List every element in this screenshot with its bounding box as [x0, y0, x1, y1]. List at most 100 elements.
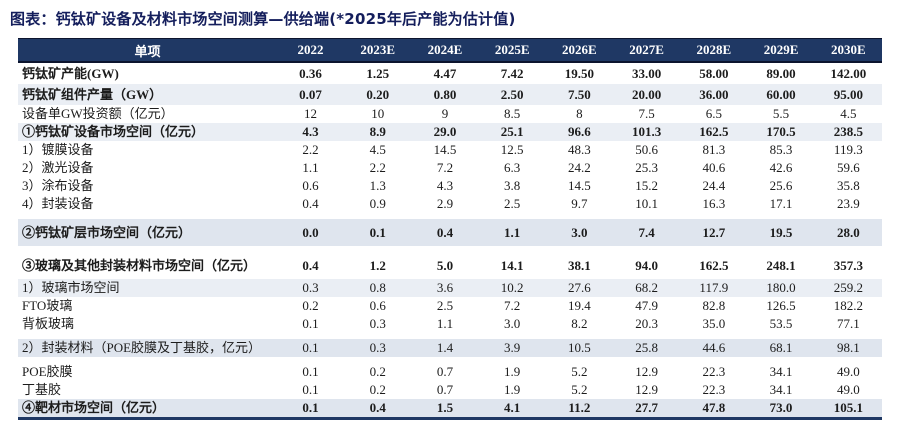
header-cell-year: 2026E [545, 38, 613, 63]
value-cell: 0.4 [344, 399, 412, 419]
value-cell: 1.5 [411, 399, 479, 419]
value-cell: 2.50 [478, 84, 546, 105]
value-cell: 10 [371, 106, 385, 122]
value-cell: 5.5 [772, 106, 790, 122]
value-cell: 16.3 [702, 196, 726, 212]
value-cell: 73.0 [747, 399, 815, 419]
spacer-row [18, 246, 882, 252]
value-cell: 357.3 [833, 257, 863, 273]
value-cell: 0.1 [302, 382, 319, 398]
header-cell-year: 2030E [814, 38, 882, 63]
value-cell: 162.5 [680, 123, 748, 141]
value-cell: 0.7 [436, 382, 454, 398]
value-cell: 0.3 [344, 339, 412, 357]
row-label: 1）镀膜设备 [22, 142, 94, 158]
value-cell: 162.5 [699, 257, 729, 273]
value-cell: 0.1 [276, 399, 345, 419]
value-cell: 5.2 [571, 364, 588, 380]
table-row: 2）激光设备 1.1 2.2 7.2 6.3 24.2 25.3 40.6 42.6 59.6 [18, 159, 882, 177]
value-cell: 82.8 [702, 298, 726, 314]
value-cell: 0.36 [299, 65, 322, 81]
value-cell: 19.4 [568, 298, 591, 314]
value-cell: 23.9 [836, 196, 860, 212]
value-cell: 28.0 [814, 219, 882, 246]
value-cell: 0.1 [276, 339, 345, 357]
value-cell: 19.50 [564, 65, 594, 81]
value-cell: 14.1 [500, 257, 524, 273]
value-cell: 170.5 [747, 123, 815, 141]
value-cell: 0.1 [302, 316, 319, 332]
value-cell: 1.9 [504, 382, 521, 398]
table-row: 1）玻璃市场空间 0.3 0.8 3.6 10.2 27.6 68.2 117.9 180.0 2… [18, 279, 882, 297]
value-cell: 10.1 [635, 196, 658, 212]
value-cell: 182.2 [833, 298, 863, 314]
value-cell: 248.1 [766, 257, 796, 273]
table-row: ②钙钛矿层市场空间（亿元） 0.0 0.1 0.4 1.1 3.0 7.4 12.7 19.5 2… [18, 219, 882, 246]
table-row: 3）涂布设备 0.6 1.3 4.3 3.8 14.5 15.2 24.4 25.6 35.8 [18, 177, 882, 195]
value-cell: 20.00 [612, 84, 681, 105]
page-title: 图表：钙钛矿设备及材料市场空间测算—供给端(*2025年后产能为估计值) [10, 10, 516, 28]
row-label: 1）玻璃市场空间 [18, 279, 277, 297]
value-cell: 14.5 [568, 178, 591, 194]
row-label: ②钙钛矿层市场空间（亿元） [18, 219, 277, 246]
value-cell: 238.5 [814, 123, 882, 141]
value-cell: 12.9 [635, 382, 658, 398]
value-cell: 77.1 [836, 316, 860, 332]
value-cell: 81.3 [702, 142, 726, 158]
value-cell: 8.2 [571, 316, 588, 332]
row-label: 2）封装材料（POE胶膜及丁基胶，亿元） [18, 339, 277, 357]
table-row: 钙钛矿产能(GW) 0.36 1.25 4.47 7.42 19.50 33.00 58.00… [18, 62, 882, 84]
header-cell-year: 2024E [411, 38, 479, 63]
row-label: ③玻璃及其他封装材料市场空间（亿元） [22, 257, 257, 273]
value-cell: 0.07 [276, 84, 345, 105]
value-cell: 8 [576, 106, 583, 122]
value-cell: 3.0 [504, 316, 521, 332]
value-cell: 20.3 [635, 316, 658, 332]
value-cell: 12.7 [680, 219, 748, 246]
row-label: 设备单GW投资额（亿元） [22, 106, 174, 122]
header-cell-year: 2022 [276, 38, 345, 63]
value-cell: 7.50 [545, 84, 613, 105]
value-cell: 85.3 [769, 142, 793, 158]
value-cell: 44.6 [680, 339, 748, 357]
value-cell: 5.0 [436, 257, 454, 273]
value-cell: 105.1 [814, 399, 882, 419]
value-cell: 180.0 [747, 279, 815, 297]
value-cell: 22.3 [702, 364, 726, 380]
value-cell: 33.00 [631, 65, 662, 81]
value-cell: 17.1 [769, 196, 793, 212]
value-cell: 5.2 [571, 382, 588, 398]
value-cell: 1.25 [366, 65, 390, 81]
value-cell: 35.8 [836, 178, 860, 194]
value-cell: 101.3 [612, 123, 681, 141]
header-cell-year: 2029E [747, 38, 815, 63]
value-cell: 34.1 [769, 382, 793, 398]
value-cell: 7.5 [638, 106, 655, 122]
value-cell: 0.3 [369, 316, 386, 332]
value-cell: 15.2 [635, 178, 658, 194]
value-cell: 12.9 [635, 364, 658, 380]
value-cell: 53.5 [769, 316, 793, 332]
table-row: ④靶材市场空间（亿元） 0.1 0.4 1.5 4.1 11.2 27.7 47.8 73.0 1… [18, 399, 882, 419]
value-cell: 4.47 [433, 65, 457, 81]
header-cell-year: 2028E [680, 38, 748, 63]
value-cell: 36.00 [680, 84, 748, 105]
value-cell: 38.1 [568, 257, 591, 273]
value-cell: 96.6 [545, 123, 613, 141]
value-cell: 1.1 [436, 316, 454, 332]
value-cell: 4.1 [478, 399, 546, 419]
value-cell: 0.1 [344, 219, 412, 246]
value-cell: 27.6 [545, 279, 613, 297]
value-cell: 94.0 [635, 257, 658, 273]
value-cell: 0.1 [302, 364, 319, 380]
row-label: ④靶材市场空间（亿元） [18, 399, 277, 419]
table-row: POE胶膜 0.1 0.2 0.7 1.9 5.2 12.9 22.3 34.1 49.0 [18, 363, 882, 381]
header-cell-year: 2023E [344, 38, 412, 63]
value-cell: 8.9 [344, 123, 412, 141]
row-label: FTO玻璃 [22, 298, 73, 314]
value-cell: 1.1 [302, 160, 319, 176]
value-cell: 12.5 [500, 142, 524, 158]
value-cell: 25.3 [635, 160, 658, 176]
value-cell: 0.7 [436, 364, 454, 380]
value-cell: 0.9 [369, 196, 386, 212]
